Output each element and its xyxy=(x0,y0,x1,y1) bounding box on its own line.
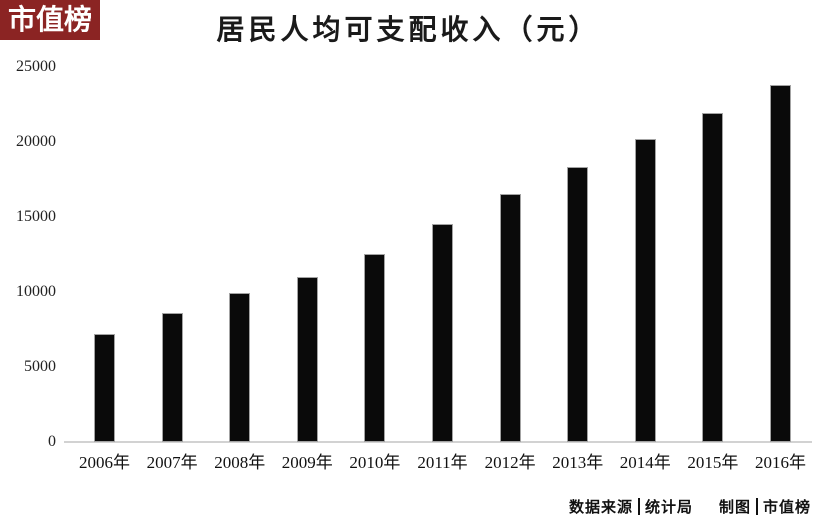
separator-bar xyxy=(637,497,640,515)
credit-label: 制图 xyxy=(718,499,751,516)
chart-title: 居民人均可支配收入（元） xyxy=(216,15,601,46)
data-source-value: 统计局 xyxy=(644,499,693,516)
credit-value: 市值榜 xyxy=(762,499,811,516)
x-tick-label: 2013年 xyxy=(552,453,604,472)
y-tick-label: 25000 xyxy=(16,58,56,75)
bar-2006年 xyxy=(94,334,115,442)
y-tick-label: 15000 xyxy=(16,208,56,225)
bar-2010年 xyxy=(364,254,386,442)
bar-2013年 xyxy=(567,167,589,442)
x-tick-label: 2009年 xyxy=(281,453,333,472)
y-tick-label: 10000 xyxy=(16,283,56,300)
x-tick-label: 2011年 xyxy=(417,453,468,472)
site-logo-badge: 市值榜 xyxy=(0,0,100,40)
x-tick-label: 2015年 xyxy=(687,453,739,472)
bar-2009年 xyxy=(296,277,318,442)
bar-2008年 xyxy=(229,293,251,442)
x-tick-label: 2010年 xyxy=(349,453,401,472)
x-tick-label: 2016年 xyxy=(755,453,806,472)
x-axis-baseline xyxy=(64,441,812,443)
y-tick-label: 5000 xyxy=(24,358,56,375)
bar-2014年 xyxy=(634,139,656,442)
y-tick-label: 20000 xyxy=(16,133,56,150)
bar-2011年 xyxy=(432,224,453,442)
y-tick-label: 0 xyxy=(48,433,56,450)
bar-2016年 xyxy=(770,85,791,442)
bar-2007年 xyxy=(161,313,183,442)
x-tick-label: 2012年 xyxy=(484,453,536,472)
bar-2012年 xyxy=(499,194,521,442)
bar-2015年 xyxy=(702,113,724,442)
site-logo-text: 市值榜 xyxy=(7,4,92,35)
x-tick-label: 2007年 xyxy=(146,453,198,472)
x-tick-label: 2008年 xyxy=(214,453,266,472)
data-source-label: 数据来源 xyxy=(568,499,633,516)
attribution-footer: 数据来源 统计局 制图 市值榜 xyxy=(569,495,811,517)
x-tick-label: 2014年 xyxy=(619,453,671,472)
separator-bar xyxy=(755,497,758,515)
x-tick-label: 2006年 xyxy=(79,453,130,472)
